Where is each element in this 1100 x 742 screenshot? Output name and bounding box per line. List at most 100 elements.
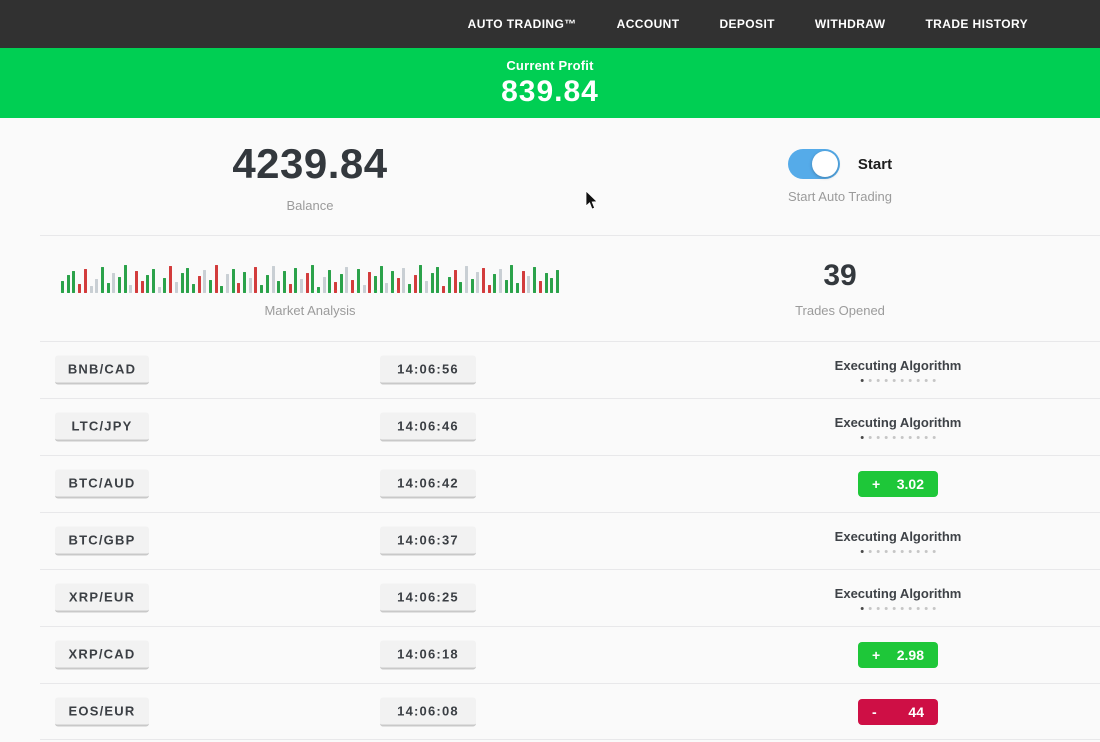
market-bar xyxy=(328,270,332,293)
currency-pair-chip[interactable]: BTC/AUD xyxy=(55,469,149,499)
market-bar xyxy=(294,268,298,293)
progress-dot xyxy=(924,379,928,382)
progress-dot xyxy=(868,379,872,382)
trade-time-chip[interactable]: 14:06:08 xyxy=(380,697,476,726)
market-bar xyxy=(334,282,338,293)
progress-dot xyxy=(884,550,888,553)
auto-trading-toggle[interactable] xyxy=(787,149,840,179)
nav-item-account[interactable]: ACCOUNT xyxy=(616,17,680,31)
trade-time-chip[interactable]: 14:06:25 xyxy=(380,583,476,613)
progress-dot xyxy=(884,379,888,382)
market-bar xyxy=(356,269,360,293)
trade-status: - 44 xyxy=(858,698,938,725)
progress-dot xyxy=(924,607,928,610)
currency-pair-chip[interactable]: XRP/EUR xyxy=(55,583,149,613)
trade-row: EOS/EUR 14:06:08 - 44 xyxy=(40,683,1100,740)
trade-row: XRP/EUR 14:06:25 Executing Algorithm xyxy=(40,569,1100,626)
progress-dot xyxy=(916,607,920,610)
currency-pair-chip[interactable]: BTC/GBP xyxy=(55,526,149,556)
market-bar xyxy=(61,281,65,293)
progress-dot xyxy=(884,436,888,439)
nav-item-withdraw[interactable]: WITHDRAW xyxy=(814,17,886,31)
currency-pair-chip[interactable]: BNB/CAD xyxy=(55,355,149,385)
market-bar xyxy=(277,281,281,293)
progress-dot xyxy=(892,436,896,439)
progress-dot xyxy=(932,607,936,610)
progress-dot xyxy=(908,379,912,382)
trade-time-chip[interactable]: 14:06:46 xyxy=(380,412,476,442)
market-bar xyxy=(169,266,173,293)
trade-time-chip[interactable]: 14:06:42 xyxy=(380,469,476,499)
market-bar xyxy=(362,285,366,293)
market-bar xyxy=(226,274,230,293)
executing-algorithm-label: Executing Algorithm xyxy=(834,586,962,601)
market-bar xyxy=(373,276,377,293)
progress-dot xyxy=(916,379,920,382)
currency-pair-chip[interactable]: EOS/EUR xyxy=(55,697,149,726)
progress-dots xyxy=(860,436,936,439)
progress-dot xyxy=(932,436,936,439)
trade-time-chip[interactable]: 14:06:18 xyxy=(380,640,476,670)
trade-result-badge: - 44 xyxy=(858,698,938,725)
currency-pair-chip[interactable]: LTC/JPY xyxy=(55,412,149,442)
market-bar xyxy=(78,284,82,293)
trade-time-chip[interactable]: 14:06:37 xyxy=(380,526,476,556)
market-bar xyxy=(544,273,548,293)
market-bar xyxy=(112,273,116,293)
progress-dot xyxy=(860,379,864,382)
progress-dot xyxy=(868,607,872,610)
progress-dot xyxy=(892,379,896,382)
market-bar xyxy=(174,282,178,293)
progress-dot xyxy=(908,550,912,553)
result-sign: + xyxy=(872,647,881,663)
market-bar xyxy=(317,287,321,293)
market-bar xyxy=(197,276,201,293)
market-bar xyxy=(231,269,235,293)
nav-item-trade-history[interactable]: TRADE HISTORY xyxy=(925,17,1028,31)
progress-dot xyxy=(860,550,864,553)
executing-algorithm-label: Executing Algorithm xyxy=(834,358,962,373)
progress-dot xyxy=(900,550,904,553)
market-bar xyxy=(345,267,349,293)
market-bar xyxy=(464,266,468,293)
trade-time-chip[interactable]: 14:06:56 xyxy=(380,355,476,385)
nav-item-auto-trading[interactable]: AUTO TRADING™ xyxy=(467,17,577,31)
market-bar xyxy=(493,274,497,293)
market-bar xyxy=(214,265,218,293)
market-bar xyxy=(299,279,303,293)
market-bar xyxy=(351,280,355,293)
market-bar xyxy=(510,265,514,293)
trade-status: Executing Algorithm xyxy=(835,415,961,439)
market-bar xyxy=(555,270,559,293)
result-value: 3.02 xyxy=(896,476,924,492)
progress-dot xyxy=(924,550,928,553)
market-bar xyxy=(282,271,286,293)
progress-dot xyxy=(908,607,912,610)
progress-dot xyxy=(876,550,880,553)
market-bar xyxy=(254,267,258,293)
balance-value: 4239.84 xyxy=(232,140,388,187)
nav-item-deposit[interactable]: DEPOSIT xyxy=(719,17,775,31)
trade-row: BNB/CAD 14:06:56 Executing Algorithm xyxy=(40,341,1100,398)
progress-dot xyxy=(932,379,936,382)
current-profit-banner: Current Profit 839.84 xyxy=(0,48,1100,118)
market-bar xyxy=(390,271,394,293)
market-bar xyxy=(66,275,70,293)
trade-result-badge: +3.02 xyxy=(858,471,938,497)
progress-dots xyxy=(860,607,936,610)
currency-pair-chip[interactable]: XRP/CAD xyxy=(55,640,149,670)
progress-dot xyxy=(868,436,872,439)
market-bar xyxy=(220,286,224,293)
toggle-label: Start xyxy=(857,155,893,173)
market-bar xyxy=(180,273,184,293)
progress-dot xyxy=(876,379,880,382)
trade-result-badge: +2.98 xyxy=(858,642,938,668)
progress-dot xyxy=(884,607,888,610)
market-bar xyxy=(186,268,190,293)
market-bar xyxy=(476,272,480,293)
market-bar xyxy=(260,285,264,293)
market-bar xyxy=(100,267,104,293)
trade-row: XRP/CAD 14:06:18 +2.98 xyxy=(40,626,1100,683)
market-bar xyxy=(106,283,110,293)
top-navbar: AUTO TRADING™ ACCOUNT DEPOSIT WITHDRAW TRADE… xyxy=(0,0,1100,48)
